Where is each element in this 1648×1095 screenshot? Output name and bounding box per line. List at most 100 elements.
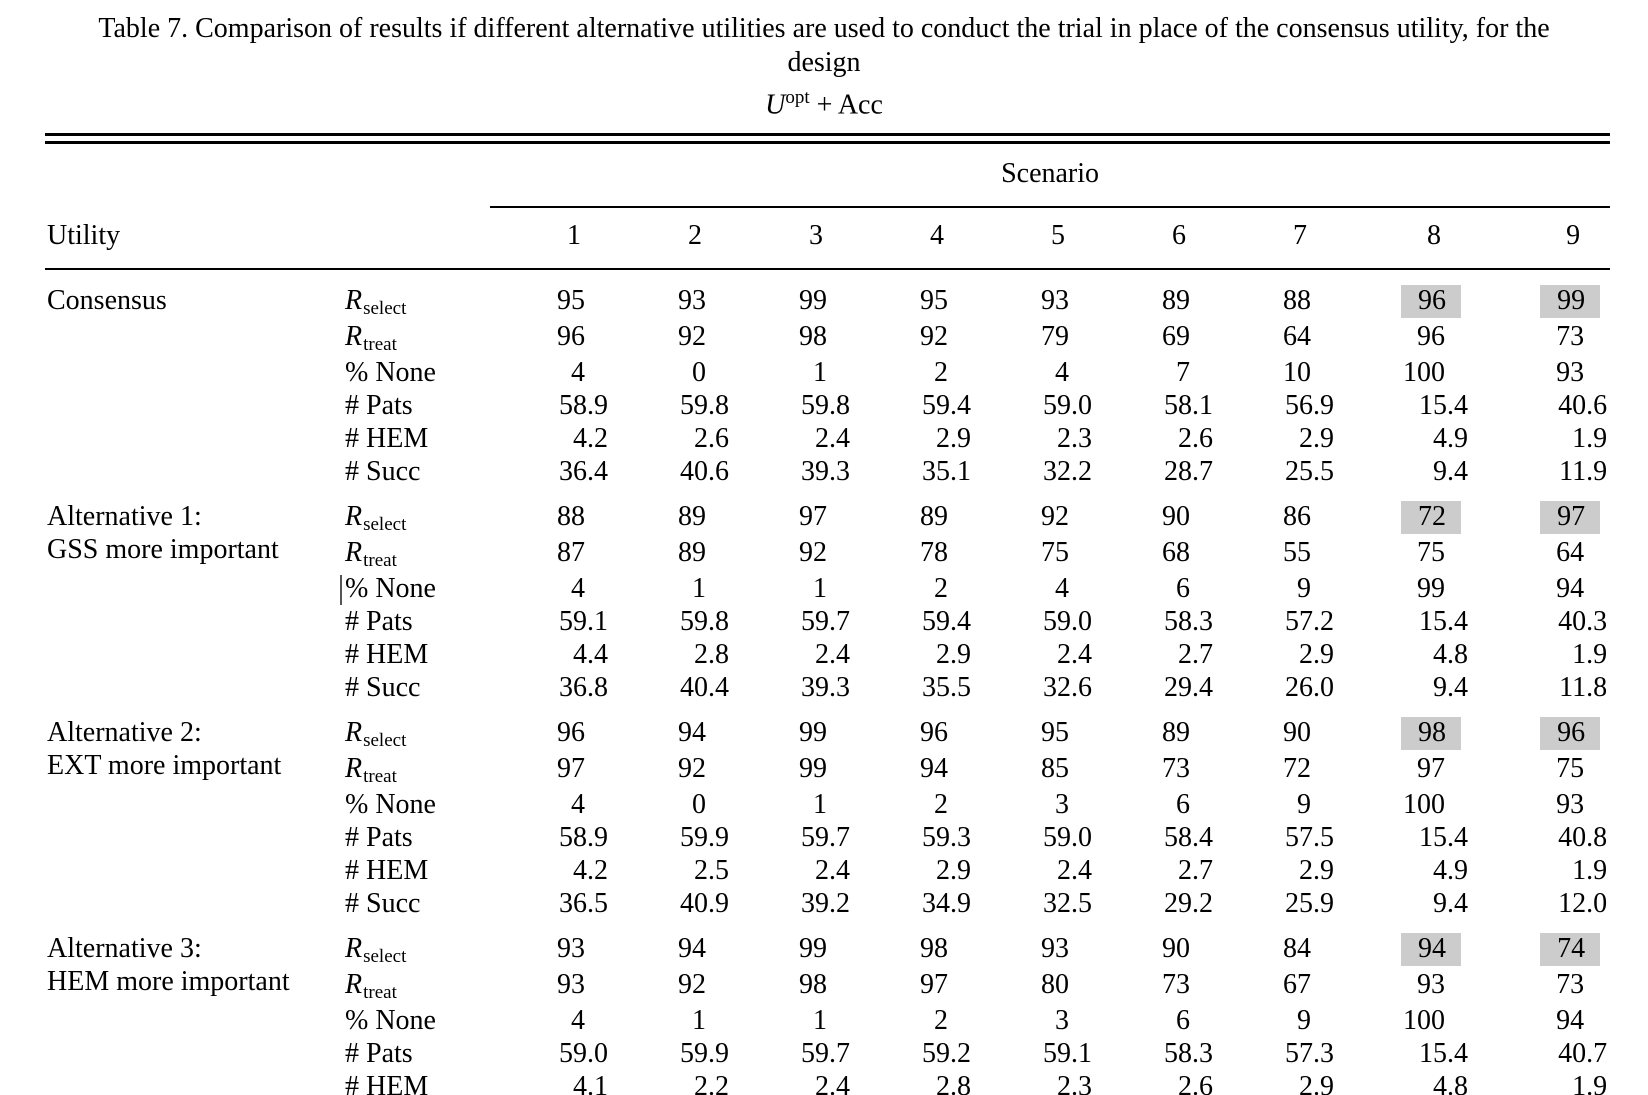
value-cell: 1.9: [1572, 639, 1608, 671]
metric-label: # HEM: [345, 855, 429, 887]
table-row: # Succ 36.8 40.4 39.3 35.5 32.6 29.4 26.0 9.4 11.…: [45, 671, 1610, 704]
value-cell: 57.3: [1285, 1038, 1334, 1070]
metric-label: % None: [345, 789, 436, 821]
value-cell: 2: [934, 573, 948, 605]
value-cell: 59.0: [1043, 390, 1092, 422]
value-cell: 95: [557, 285, 585, 317]
metric-label: # Succ: [345, 888, 421, 920]
value-cell: 29.2: [1164, 888, 1213, 920]
value-cell: 67: [1283, 969, 1311, 1001]
value-cell: 2.8: [936, 1071, 971, 1095]
text-cursor-artifact: [340, 575, 342, 606]
scenario-column-header: 7: [1216, 207, 1337, 271]
table-row: # HEM 4.1 2.2 2.4 2.8 2.3 2.6 2.9 4.8 1.9: [45, 1070, 1610, 1095]
value-cell: 2.9: [936, 423, 971, 455]
value-cell: 25.5: [1285, 456, 1334, 488]
metric-label: Rtreat: [345, 753, 397, 788]
value-cell: 11.9: [1559, 456, 1608, 488]
value-cell: 3: [1055, 789, 1069, 821]
value-cell: 84: [1283, 933, 1311, 965]
value-cell: 85: [1041, 753, 1069, 785]
value-cell: 94: [678, 717, 706, 749]
table-row: # Pats 58.9 59.9 59.7 59.3 59.0 58.4 57.5 15.4 40…: [45, 821, 1610, 854]
table-row: Alternative 1: GSS more important Rselect 8…: [45, 488, 1610, 565]
scenario-column-header: 4: [853, 207, 974, 271]
value-cell: 94: [920, 753, 948, 785]
metric-label: Rselect: [345, 933, 407, 968]
value-cell: 79: [1041, 321, 1069, 353]
value-cell: 64: [1283, 321, 1311, 353]
value-cell: 57.2: [1285, 606, 1334, 638]
table-row: Alternative 3: HEM more important Rselect 9…: [45, 920, 1610, 997]
value-cell: 2.6: [694, 423, 729, 455]
highlighted-value: 99: [1540, 285, 1601, 319]
value-cell: 2: [934, 357, 948, 389]
value-cell: 80: [1041, 969, 1069, 1001]
value-cell: 99: [1471, 269, 1610, 320]
value-cell: 15.4: [1419, 390, 1468, 422]
value-cell: 6: [1176, 1005, 1190, 1037]
table-row: # Pats 58.9 59.8 59.8 59.4 59.0 58.1 56.9 15.4 40…: [45, 389, 1610, 422]
value-cell: 94: [678, 933, 706, 965]
highlighted-value: 98: [1401, 717, 1461, 751]
value-cell: 97: [557, 753, 585, 785]
value-cell: 95: [920, 285, 948, 317]
value-cell: 4.1: [573, 1071, 608, 1095]
group-label: Alternative 3: HEM more important: [45, 920, 345, 1095]
value-cell: 93: [1417, 969, 1445, 1001]
value-cell: 2.9: [1299, 855, 1334, 887]
value-cell: 40.8: [1558, 822, 1608, 854]
metric-label: % None: [345, 357, 436, 389]
value-cell: 89: [920, 501, 948, 533]
value-cell: 40.3: [1558, 606, 1608, 638]
value-cell: 59.8: [801, 390, 850, 422]
value-cell: 39.3: [801, 456, 850, 488]
value-cell: 59.8: [680, 390, 729, 422]
metric-label: # Succ: [345, 456, 421, 488]
metric-label: # Pats: [345, 390, 413, 422]
value-cell: 2.9: [1299, 423, 1334, 455]
metric-label: Rtreat: [345, 537, 397, 572]
value-cell: 93: [1041, 285, 1069, 317]
value-cell: 90: [1162, 501, 1190, 533]
table-row: # HEM 4.2 2.5 2.4 2.9 2.4 2.7 2.9 4.9 1.9: [45, 854, 1610, 887]
value-cell: 59.0: [1043, 822, 1092, 854]
value-cell: 26.0: [1285, 672, 1334, 704]
table-row: Rtreat 87 89 92 78 75 68 55 75 64: [45, 536, 1610, 572]
value-cell: 75: [1041, 537, 1069, 569]
value-cell: 2.4: [815, 423, 850, 455]
value-cell: 88: [557, 501, 585, 533]
value-cell: 100: [1403, 789, 1445, 821]
highlighted-value: 96: [1540, 717, 1601, 751]
value-cell: 36.5: [559, 888, 608, 920]
group-label-line: Alternative 2:: [47, 717, 202, 749]
top-double-rule: [45, 133, 1610, 145]
value-cell: 2.4: [1057, 855, 1092, 887]
value-cell: 1.9: [1572, 423, 1608, 455]
scenario-column-header: 2: [611, 207, 732, 271]
value-cell: 59.7: [801, 606, 850, 638]
value-cell: 97: [1417, 753, 1445, 785]
value-cell: 94: [1556, 1005, 1585, 1037]
value-cell: 2.7: [1178, 855, 1213, 887]
metric-label: # Pats: [345, 822, 413, 854]
value-cell: 34.9: [922, 888, 971, 920]
value-cell: 59.9: [680, 822, 729, 854]
value-cell: 1: [692, 573, 706, 605]
value-cell: 2.4: [815, 855, 850, 887]
value-cell: 0: [692, 789, 706, 821]
value-cell: 15.4: [1419, 822, 1468, 854]
value-cell: 56.9: [1285, 390, 1334, 422]
value-cell: 2: [934, 789, 948, 821]
value-cell: 59.4: [922, 390, 971, 422]
value-cell: 99: [799, 933, 827, 965]
value-cell: 98: [799, 321, 827, 353]
value-cell: 9: [1297, 789, 1311, 821]
group-label: Consensus: [45, 269, 345, 488]
highlighted-value: 97: [1540, 501, 1601, 535]
value-cell: 32.5: [1043, 888, 1092, 920]
value-cell: 9.4: [1433, 456, 1468, 488]
value-cell: 2.7: [1178, 639, 1213, 671]
value-cell: 68: [1162, 537, 1190, 569]
table-row: # HEM 4.4 2.8 2.4 2.9 2.4 2.7 2.9 4.8 1.9: [45, 638, 1610, 671]
